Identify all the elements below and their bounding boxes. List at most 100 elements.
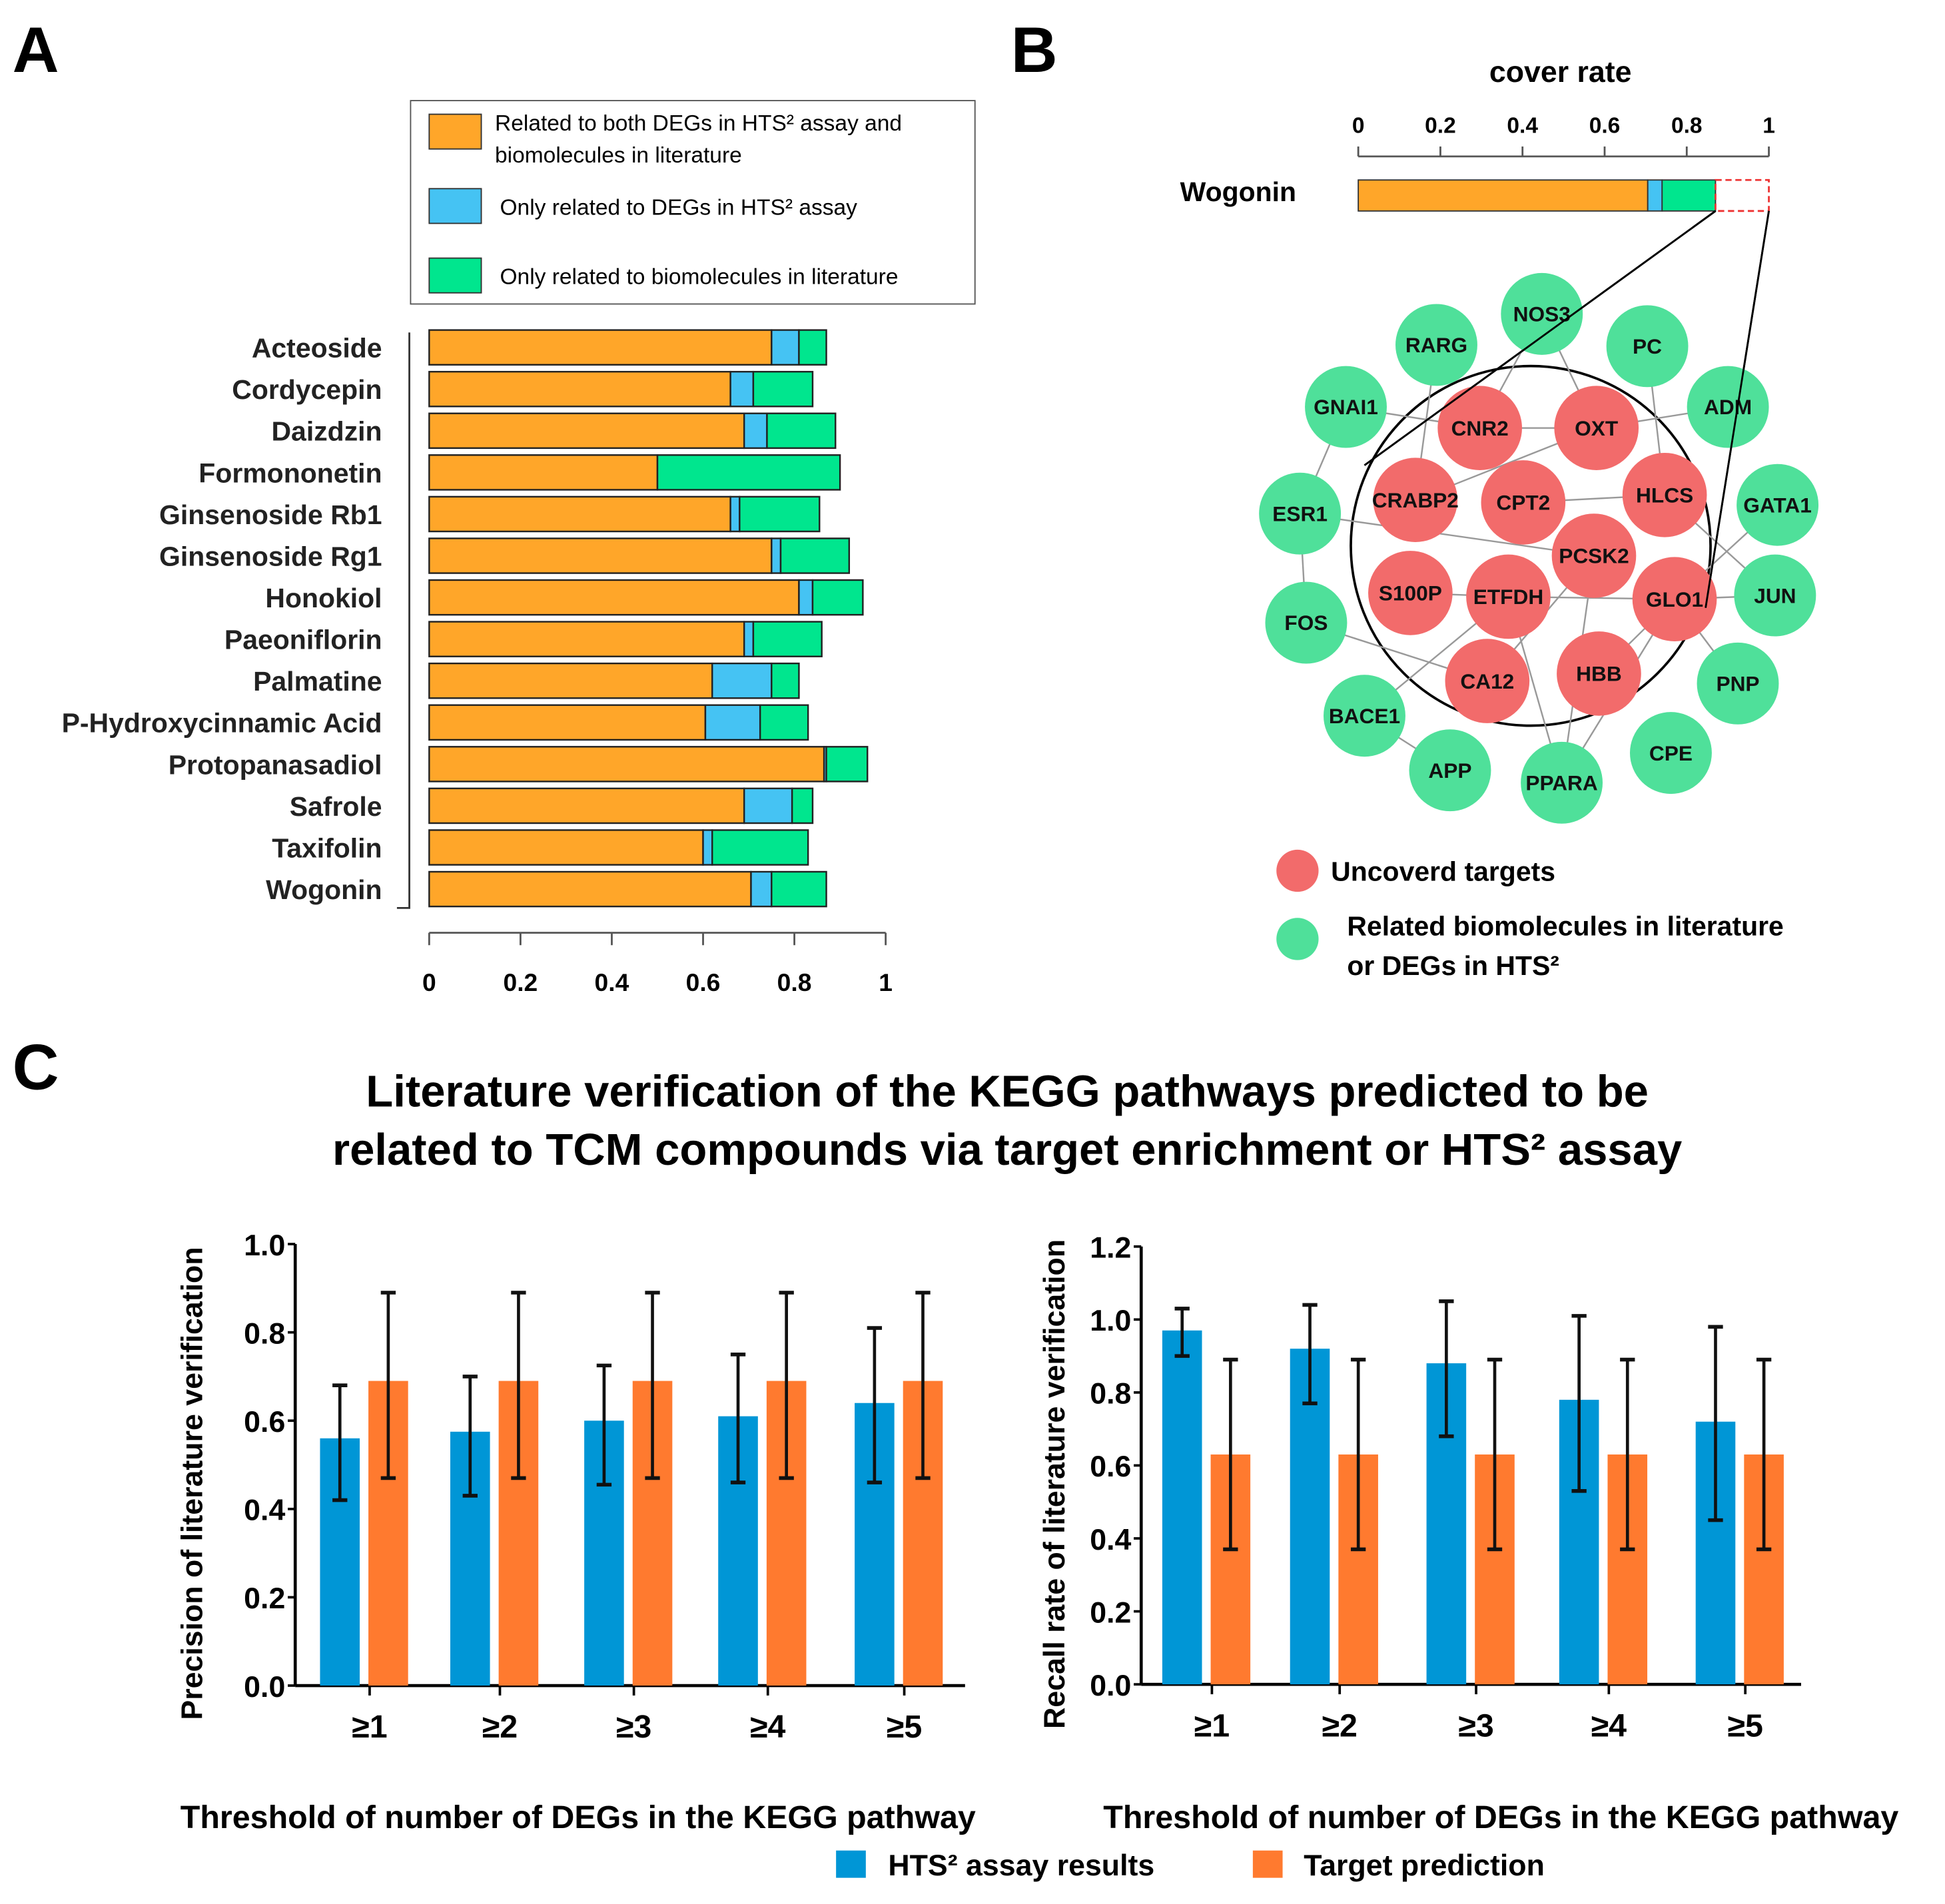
node-label: GNAI1	[1314, 395, 1378, 419]
node-label: APP	[1428, 759, 1471, 783]
node-label: PC	[1633, 334, 1662, 358]
x-tick-label: 0.4	[1507, 113, 1538, 138]
node-label: ESR1	[1272, 501, 1328, 525]
y-tick-label: 0.8	[1090, 1378, 1131, 1411]
uncovered-node	[1445, 639, 1530, 723]
x-tick-label: 0.2	[504, 968, 538, 996]
bar-segment	[752, 370, 814, 408]
x-tick-label: 0	[1352, 113, 1365, 138]
node-label: BACE1	[1329, 704, 1400, 728]
x-axis-label: Threshold of number of DEGs in the KEGG …	[181, 1799, 976, 1835]
bar-segment	[428, 662, 713, 699]
category-label: Acteoside	[252, 333, 382, 364]
legend-label: Target prediction	[1304, 1849, 1545, 1882]
y-tick-label: 1.0	[244, 1229, 285, 1262]
category-label: Honokiol	[265, 583, 382, 613]
x-tick-label: 1	[1762, 113, 1775, 138]
x-tick-label: ≥5	[887, 1709, 923, 1745]
category-label: Wogonin	[1180, 176, 1296, 207]
bar-segment	[743, 621, 755, 657]
network-edge	[1300, 512, 1595, 557]
related-node	[1395, 304, 1477, 386]
x-tick-label: ≥1	[352, 1709, 388, 1745]
category-label: Palmatine	[253, 666, 382, 697]
y-tick-label: 0.6	[244, 1406, 285, 1438]
node-label: CNR2	[1451, 416, 1509, 440]
uncovered-node	[1373, 458, 1458, 543]
node-label: RARG	[1405, 333, 1467, 357]
uncovered-node	[1551, 513, 1637, 598]
y-tick-label: 0.6	[1090, 1450, 1131, 1483]
y-tick-label: 0.4	[244, 1494, 285, 1527]
legend-swatch-hts	[836, 1850, 866, 1878]
node-label: GATA1	[1743, 493, 1812, 517]
uncovered-node	[1622, 452, 1707, 537]
x-tick-label: ≥2	[482, 1709, 518, 1745]
category-label: Safrole	[290, 791, 382, 822]
x-tick-label: 0.6	[1589, 113, 1621, 138]
bar-segment	[1661, 179, 1717, 212]
related-node	[1265, 581, 1348, 664]
x-tick-label: ≥3	[1458, 1708, 1494, 1744]
zoom-line	[1705, 210, 1770, 608]
uncovered-segment	[1715, 178, 1770, 212]
bar-segment	[752, 621, 823, 657]
bar-segment	[779, 537, 851, 574]
node-label: FOS	[1284, 611, 1328, 635]
x-tick-label: 1	[879, 968, 893, 996]
bar-segment	[428, 704, 707, 741]
bar-segment	[428, 579, 800, 616]
y-tick-label: 0.8	[244, 1317, 285, 1350]
bar-segment	[750, 870, 773, 908]
related-node	[1259, 472, 1342, 555]
x-tick-label: 0.6	[686, 968, 721, 996]
related-node	[1501, 272, 1583, 355]
bar-segment	[428, 412, 745, 450]
bar-segment	[825, 746, 869, 783]
legend-label: Related to both DEGs in HTS² assay and	[495, 111, 902, 136]
y-tick-label: 0.2	[1090, 1596, 1131, 1629]
legend-uncovered-dot	[1276, 849, 1319, 892]
x-tick-label: 0.8	[1671, 113, 1703, 138]
related-node	[1734, 554, 1816, 637]
y-tick-label: 0.2	[244, 1582, 285, 1615]
bar-segment	[704, 704, 761, 741]
related-node	[1409, 729, 1491, 812]
x-tick-label: 0.4	[595, 968, 629, 996]
category-label: Ginsenoside Rb1	[159, 499, 382, 530]
category-label: Formononetin	[198, 458, 382, 488]
y-axis-label: Precision of literature verification	[177, 1247, 209, 1720]
y-tick-label: 1.2	[1090, 1232, 1131, 1265]
legend-related-dot	[1276, 918, 1319, 960]
bar-segment	[766, 412, 837, 450]
related-node	[1521, 741, 1603, 824]
legend-label: Only related to DEGs in HTS² assay	[500, 195, 857, 220]
bar-segment	[771, 537, 782, 574]
x-tick-label: ≥2	[1322, 1708, 1358, 1744]
x-tick-label: ≥5	[1727, 1708, 1762, 1744]
node-label: GLO1	[1646, 587, 1703, 611]
legend-label: Only related to biomolecules in literatu…	[500, 265, 898, 290]
node-label: CRABP2	[1372, 488, 1459, 512]
bar-segment	[771, 329, 800, 366]
bar-segment	[656, 454, 841, 491]
bar-segment	[739, 495, 821, 533]
related-node	[1629, 712, 1712, 794]
bar-segment	[798, 579, 814, 616]
hts-assay-bar	[1162, 1330, 1202, 1685]
category-label: Protopanasadiol	[169, 749, 382, 780]
bar-segment	[711, 829, 809, 866]
y-tick-label: 0.0	[1090, 1670, 1131, 1702]
x-axis-label: Threshold of number of DEGs in the KEGG …	[1103, 1799, 1898, 1835]
x-tick-label: 0.2	[1425, 113, 1456, 138]
node-label: OXT	[1575, 416, 1618, 440]
related-node	[1606, 305, 1689, 388]
node-label: CPT2	[1496, 491, 1550, 515]
bar-segment	[798, 329, 827, 366]
legend-label: or DEGs in HTS²	[1347, 950, 1559, 981]
uncovered-node	[1554, 386, 1639, 471]
bar-segment	[428, 370, 731, 408]
node-label: PPARA	[1525, 771, 1598, 794]
node-label: ETFDH	[1473, 585, 1543, 609]
